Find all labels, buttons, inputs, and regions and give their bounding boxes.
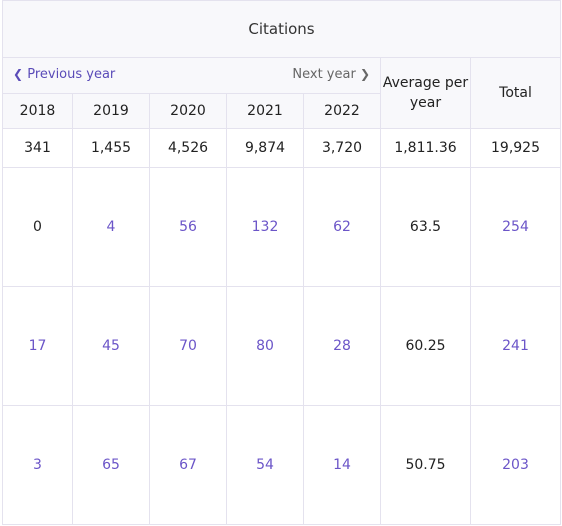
totals-cell: 3,720 xyxy=(303,128,381,168)
previous-year-link[interactable]: ❮ Previous year xyxy=(13,67,115,82)
year-navigation: ❮ Previous year Next year ❯ xyxy=(2,57,381,94)
year-header-2020: 2020 xyxy=(149,93,227,129)
citation-count-link[interactable]: 4 xyxy=(72,167,150,287)
citations-title: Citations xyxy=(2,0,561,58)
chevron-right-icon: ❯ xyxy=(359,67,370,81)
row-average: 50.75 xyxy=(380,405,471,525)
chevron-left-icon: ❮ xyxy=(13,67,24,81)
table-row: 17 45 70 80 28 60.25 241 xyxy=(2,286,561,406)
citation-count-link[interactable]: 132 xyxy=(226,167,304,287)
citation-count-link[interactable]: 17 xyxy=(2,286,73,406)
citation-count-link[interactable]: 70 xyxy=(149,286,227,406)
totals-cell: 1,455 xyxy=(72,128,150,168)
row-total-link[interactable]: 254 xyxy=(470,167,561,287)
citation-count-link[interactable]: 80 xyxy=(226,286,304,406)
citation-count-link[interactable]: 56 xyxy=(149,167,227,287)
totals-cell: 9,874 xyxy=(226,128,304,168)
citation-count-link[interactable]: 54 xyxy=(226,405,304,525)
table-row: 3 65 67 54 14 50.75 203 xyxy=(2,405,561,525)
previous-year-label: Previous year xyxy=(27,67,116,82)
totals-total: 19,925 xyxy=(470,128,561,168)
year-header-2018: 2018 xyxy=(2,93,73,129)
citation-count-link[interactable]: 62 xyxy=(303,167,381,287)
next-year-link[interactable]: Next year ❯ xyxy=(292,67,370,82)
totals-cell: 4,526 xyxy=(149,128,227,168)
row-total-link[interactable]: 203 xyxy=(470,405,561,525)
row-total-link[interactable]: 241 xyxy=(470,286,561,406)
citation-count-link[interactable]: 45 xyxy=(72,286,150,406)
citation-count-cell: 0 xyxy=(2,167,73,287)
year-header-2019: 2019 xyxy=(72,93,150,129)
row-average: 60.25 xyxy=(380,286,471,406)
next-year-label: Next year xyxy=(292,67,356,82)
citation-count-link[interactable]: 28 xyxy=(303,286,381,406)
citation-count-link[interactable]: 3 xyxy=(2,405,73,525)
row-average: 63.5 xyxy=(380,167,471,287)
totals-row: 341 1,455 4,526 9,874 3,720 1,811.36 19,… xyxy=(2,128,561,168)
total-header: Total xyxy=(470,57,561,129)
totals-cell: 341 xyxy=(2,128,73,168)
citation-count-link[interactable]: 65 xyxy=(72,405,150,525)
table-row: 0 4 56 132 62 63.5 254 xyxy=(2,167,561,287)
citation-count-link[interactable]: 14 xyxy=(303,405,381,525)
citation-count-link[interactable]: 67 xyxy=(149,405,227,525)
totals-average: 1,811.36 xyxy=(380,128,471,168)
average-per-year-header: Average per year xyxy=(380,57,471,129)
year-header-2021: 2021 xyxy=(226,93,304,129)
year-header-2022: 2022 xyxy=(303,93,381,129)
